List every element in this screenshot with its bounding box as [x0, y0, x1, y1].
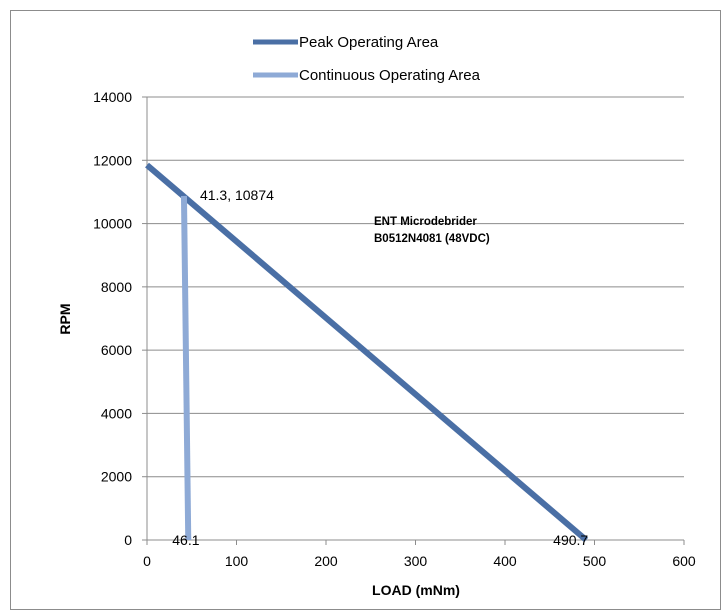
- y-tick-label: 8000: [101, 279, 132, 295]
- x-axis-title: LOAD (mNm): [372, 582, 460, 598]
- x-tick-label: 300: [404, 553, 428, 569]
- x-tick-labels: 0 100 200 300 400 500 600: [143, 553, 696, 569]
- y-tick-label: 6000: [101, 342, 132, 358]
- legend-label-peak: Peak Operating Area: [299, 34, 439, 51]
- note-line-2: B0512N4081 (48VDC): [374, 233, 490, 245]
- y-tick-label: 2000: [101, 469, 132, 485]
- annotation-peak-zero: 490.7: [553, 532, 588, 548]
- series-line-continuous: [180, 195, 192, 541]
- annotation-peak-point: 41.3, 10874: [200, 187, 274, 203]
- y-axis-title: RPM: [57, 303, 73, 334]
- legend-label-continuous: Continuous Operating Area: [299, 67, 481, 84]
- y-tick-label: 14000: [93, 89, 132, 105]
- y-tick-label: 0: [124, 532, 132, 548]
- note-line-1: ENT Microdebrider: [374, 216, 477, 228]
- y-tick-label: 10000: [93, 216, 132, 232]
- x-tick-label: 600: [672, 553, 696, 569]
- x-tick-label: 100: [225, 553, 249, 569]
- x-tick-label: 0: [143, 553, 151, 569]
- legend: Peak Operating Area Continuous Operating…: [253, 34, 481, 84]
- x-tick-label: 500: [583, 553, 607, 569]
- series-lines: [145, 162, 589, 543]
- x-tick-label: 200: [314, 553, 338, 569]
- y-tick-label: 4000: [101, 405, 132, 421]
- y-tick-label: 12000: [93, 152, 132, 168]
- y-tick-labels: 0 2000 4000 6000 8000 10000 12000 14000: [93, 89, 132, 548]
- series-line-peak: [145, 162, 589, 543]
- gridlines: [147, 96, 684, 478]
- annotation-continuous-zero: 46.1: [172, 532, 199, 548]
- x-tick-label: 400: [493, 553, 517, 569]
- axes: [142, 96, 685, 545]
- annotations: 41.3, 10874 46.1 490.7: [172, 187, 588, 548]
